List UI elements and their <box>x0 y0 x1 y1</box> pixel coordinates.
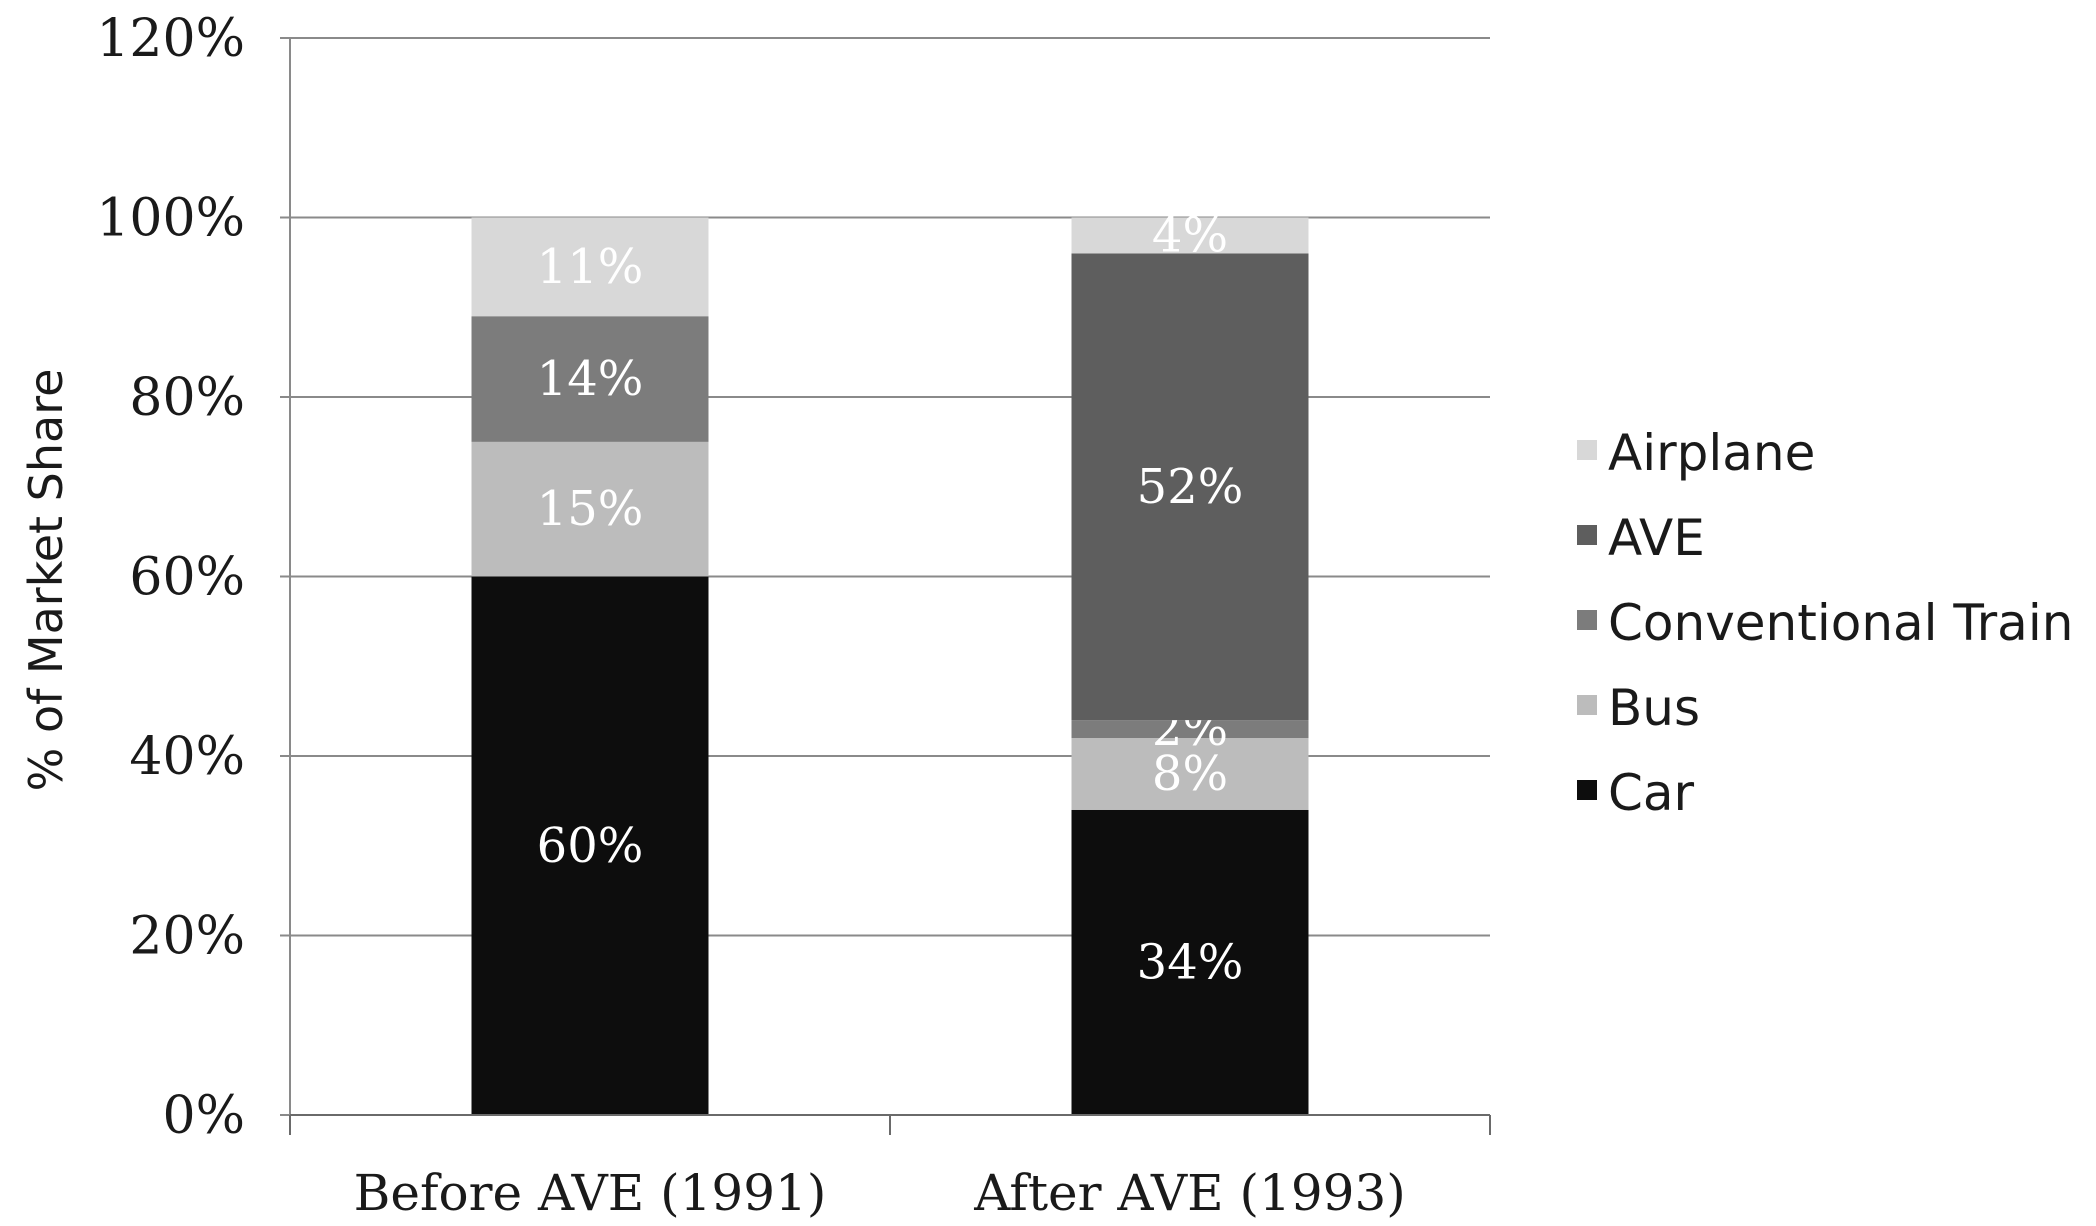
data-label: 4% <box>1152 207 1228 263</box>
category-label: Before AVE (1991) <box>354 1164 827 1222</box>
y-tick-label: 40% <box>129 727 245 787</box>
data-label: 11% <box>537 239 644 295</box>
bar-segment-airplane <box>471 217 709 317</box>
bar-segment-car <box>1071 809 1309 1115</box>
legend-label: Bus <box>1608 679 1700 737</box>
legend-label: Car <box>1608 764 1695 822</box>
y-tick-label: 60% <box>129 548 245 608</box>
legend-label: Airplane <box>1608 424 1815 482</box>
data-label: 52% <box>1137 459 1244 515</box>
y-axis-title: % of Market Share <box>19 369 73 792</box>
data-label: 15% <box>537 481 644 537</box>
legend: Airplane AVE Conventional Train Bus Car <box>1577 424 2073 822</box>
data-label: 34% <box>1137 934 1244 990</box>
y-axis-ticks: 0% 20% 40% 60% 80% 100% 120% <box>96 9 245 1146</box>
bar-segment-airplane <box>1071 217 1309 254</box>
bar-segment-bus <box>471 441 709 577</box>
category-label: After AVE (1993) <box>973 1164 1406 1222</box>
data-label: 14% <box>537 351 644 407</box>
legend-swatch <box>1577 780 1597 800</box>
y-tick-label: 120% <box>96 9 245 69</box>
y-tick-label: 100% <box>96 189 245 249</box>
legend-swatch <box>1577 525 1597 545</box>
data-label: 8% <box>1152 746 1228 802</box>
bar-segment-bus <box>1071 738 1309 810</box>
legend-swatch <box>1577 610 1597 630</box>
category-labels: Before AVE (1991) After AVE (1993) <box>354 1164 1406 1222</box>
bar-segment-conventional-train <box>1071 720 1309 739</box>
bar-segment-conventional-train <box>471 316 709 442</box>
legend-label: Conventional Train <box>1608 594 2073 652</box>
legend-swatch <box>1577 695 1597 715</box>
data-label: 60% <box>537 818 644 874</box>
bars: 60%15%14%11%34%8%2%52%4% <box>471 207 1309 1115</box>
bar-segment-car <box>471 576 709 1115</box>
y-tick-label: 0% <box>163 1086 246 1146</box>
y-tick-label: 20% <box>129 907 245 967</box>
x-axis <box>289 38 1491 1135</box>
legend-swatch <box>1577 440 1597 460</box>
legend-label: AVE <box>1608 509 1705 567</box>
bar-segment-ave <box>1071 253 1309 721</box>
y-tick-label: 80% <box>129 368 245 428</box>
